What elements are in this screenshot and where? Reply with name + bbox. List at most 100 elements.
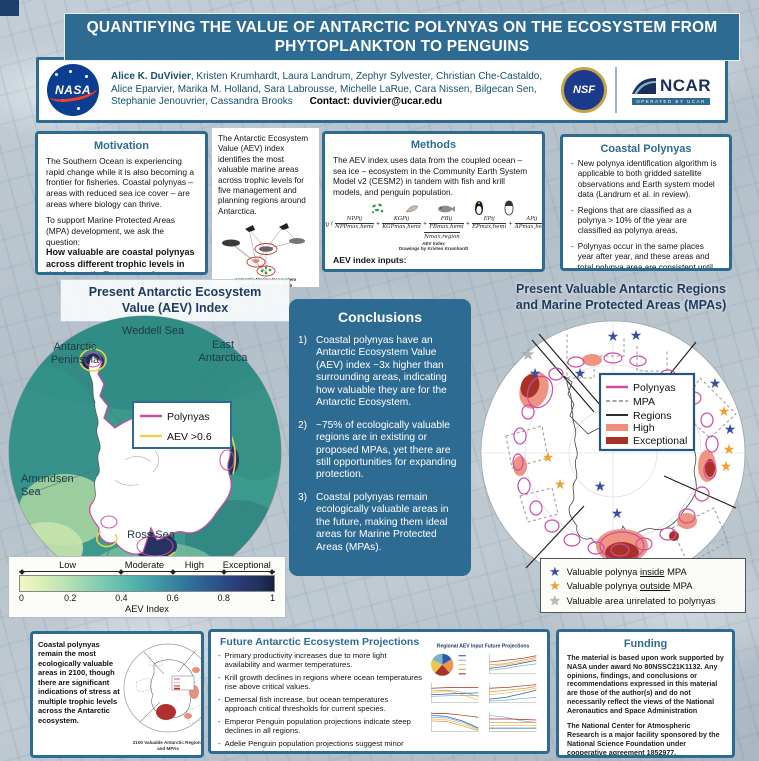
conclusions-panel: Conclusions 1) Coastal polynyas have an A…	[289, 299, 471, 576]
projection-bullet-3: Demersal fish increase, but ocean temper…	[224, 694, 389, 714]
colorbar-tick: 1	[270, 593, 275, 603]
formula-plus: +	[422, 220, 428, 227]
formula-plus: +	[375, 220, 381, 227]
svg-text:★: ★	[720, 458, 733, 474]
phytoplankton-icon	[260, 267, 271, 275]
colorbar-category: High	[184, 560, 204, 570]
star-outside-mpa: ★★★ ★★	[542, 403, 736, 492]
formula-term: APmax,hemi	[514, 223, 542, 230]
right-map-legend: Polynyas MPA Regions High Exceptional	[598, 372, 696, 452]
legend-exceptional: Exceptional	[633, 435, 687, 447]
mpa-map: ★★★ ★★★ ★★★ ★★★ ★★ ★ Polynyas MPA Region…	[480, 320, 746, 587]
funding-paragraph-2: The National Center for Atmospheric Rese…	[567, 722, 720, 757]
conclusion-2: ~75% of ecologically valuable regions ar…	[316, 419, 457, 481]
legend-high: High	[633, 422, 655, 434]
left-map-title-line2: Value (AEV) Index	[121, 301, 229, 316]
svg-text:★: ★	[529, 365, 542, 381]
star-legend-text: Valuable polynya	[566, 580, 640, 591]
orange-star-icon: ★	[549, 578, 561, 593]
star-unrelated: ★	[522, 346, 535, 362]
bullet-marker: -	[218, 672, 221, 682]
future-map-caption-1: 2100 Valuable Antarctic Regions	[132, 740, 204, 745]
formula-plus: +	[465, 220, 471, 227]
ncar-swoosh-icon	[631, 77, 656, 94]
map-label-ross: Ross Sea	[127, 529, 176, 541]
svg-text:★: ★	[709, 375, 722, 391]
legend-mpa: MPA	[633, 396, 655, 408]
projections-chart-title: Regional AEV Input Future Projections	[437, 644, 530, 650]
svg-text:★: ★	[611, 505, 624, 521]
logo-divider	[615, 67, 617, 113]
conclusion-1: Coastal polynyas have an Antarctic Ecosy…	[316, 335, 447, 409]
sparkline-fish	[489, 682, 537, 703]
motivation-question: How valuable are coastal polynyas across…	[46, 247, 195, 272]
formula-term: FBmax,hemi	[429, 223, 464, 230]
sparkline-krill	[431, 682, 479, 703]
colorbar-tick: 0.4	[115, 593, 128, 603]
ncar-logo: NCAR OPERATED BY UCAR	[625, 66, 717, 114]
emperor-penguin-icon	[475, 201, 484, 216]
future-map-caption-2: and MPAs	[157, 745, 179, 751]
background-artifact	[0, 0, 19, 16]
funding-paragraph-1: The material is based upon work supporte…	[567, 654, 724, 715]
fish-icon	[438, 205, 456, 213]
bullet-marker: -	[218, 738, 221, 748]
bullet-marker: -	[218, 651, 221, 660]
colorbar-categories: Low Moderate High Exceptional	[18, 560, 276, 575]
conclusion-number: 2)	[298, 419, 308, 431]
valuable-polynya-stars: ★★★ ★★★ ★★★ ★★★ ★★ ★	[522, 327, 737, 576]
colorbar-tick: 0.2	[64, 593, 77, 603]
future-2100-box: Coastal polynyas remain the most ecologi…	[30, 631, 204, 758]
flying-bird-icon	[278, 223, 289, 231]
poster-title: QUANTIFYING THE VALUE OF ANTARCTIC POLYN…	[86, 18, 718, 55]
svg-text:★: ★	[718, 403, 731, 419]
mini-map-legend	[171, 675, 195, 691]
formula-paren: (	[331, 220, 334, 227]
foodweb-diagram	[221, 223, 305, 277]
map-label-east1: East	[212, 339, 234, 351]
star-legend-text: Valuable area unrelated to polynyas	[566, 594, 716, 606]
projection-bullet-1: Primary productivity increases due to mo…	[224, 651, 387, 670]
legend-polynyas: Polynyas	[633, 382, 676, 394]
formula-term: KGPij	[393, 216, 410, 223]
sea-labels: Weddell Sea East Antarctica Antarctic Pe…	[21, 325, 248, 541]
coastal-bullet-3: Polynyas occur in the same places year a…	[577, 241, 713, 271]
contact-email: Contact: duvivier@ucar.edu	[309, 96, 443, 108]
formula-denominator: Nmax,region	[424, 231, 460, 240]
author-panel: NASA Alice K. DuVivier, Kristen Krumhard…	[36, 57, 728, 123]
legend-label-aev: AEV >0.6	[167, 431, 212, 443]
funding-title: Funding	[623, 638, 668, 650]
svg-text:★: ★	[630, 327, 643, 343]
aev-intro-box: The Antarctic Ecosystem Value (AEV) inde…	[212, 128, 319, 288]
motivation-title: Motivation	[94, 140, 149, 152]
formula-caption-1: AEV Index	[422, 240, 445, 246]
adelie-penguin-icon	[504, 200, 514, 216]
sparkline-npp	[489, 653, 537, 675]
colorbar-category: Exceptional	[222, 560, 271, 570]
colorbar-tick: 0.6	[166, 593, 179, 603]
fish-icon	[258, 246, 273, 253]
whale-icon	[221, 239, 240, 247]
projections-box: Future Antarctic Ecosystem Projections -…	[208, 629, 550, 754]
svg-text:★: ★	[594, 478, 607, 494]
svg-text:★: ★	[723, 441, 736, 457]
conclusion-number: 1)	[298, 335, 308, 346]
formula-icons	[361, 200, 524, 216]
colorbar-ticks: 0 0.2 0.4 0.6 0.8 1	[19, 593, 275, 604]
bullet-marker: -	[571, 205, 574, 215]
formula-caption-2: Drawings by Kristen Krumhardt	[398, 246, 469, 252]
future-2100-map	[123, 643, 201, 733]
motivation-paragraph-1: The Southern Ocean is experiencing rapid…	[46, 156, 195, 209]
svg-text:★: ★	[724, 421, 737, 437]
blue-star-icon: ★	[549, 563, 561, 579]
seal-icon	[288, 238, 305, 245]
funding-box: Funding The material is based upon work …	[556, 629, 735, 758]
flying-bird-icon	[244, 225, 255, 233]
aev-intro-text: The Antarctic Ecosystem Value (AEV) inde…	[218, 134, 309, 216]
phytoplankton-icon	[371, 203, 384, 214]
nsf-logo-label: NSF	[573, 84, 595, 96]
legend-label-polynyas: Polynyas	[167, 411, 210, 423]
aev-inputs-label: AEV index inputs:	[333, 255, 407, 266]
authors-block: Alice K. DuVivier, Kristen Krumhardt, La…	[107, 71, 553, 109]
aev-colorbar: Low Moderate High Exceptional 0 0.2 0.4 …	[8, 556, 286, 618]
